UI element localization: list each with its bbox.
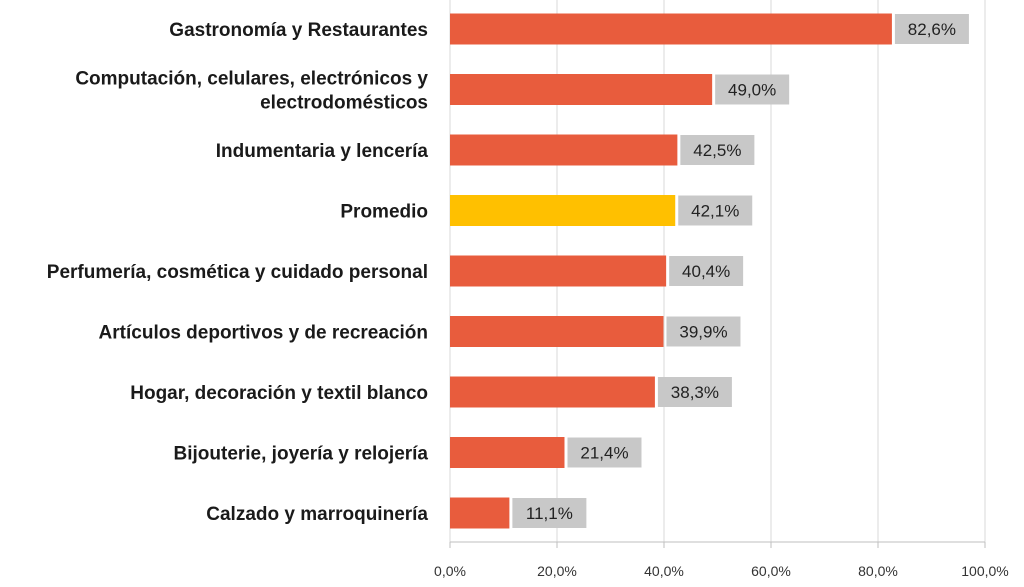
bar	[450, 13, 892, 45]
category-label: Perfumería, cosmética y cuidado personal	[47, 262, 428, 283]
bar	[450, 497, 510, 529]
category-label: Computación, celulares, electrónicos y el…	[75, 69, 428, 114]
data-label-box	[669, 256, 744, 286]
x-tick-label: 40,0%	[644, 563, 684, 579]
x-tick-label: 0,0%	[434, 563, 466, 579]
category-labels: Gastronomía y Restaurantes Computación, c…	[47, 20, 429, 525]
data-label: 39,9%	[679, 323, 727, 342]
x-tick-label: 100,0%	[961, 563, 1008, 579]
bar	[450, 376, 655, 408]
category-label: Indumentaria y lencería	[216, 141, 429, 162]
bar	[450, 316, 664, 347]
data-label-box	[657, 377, 732, 407]
category-label: Gastronomía y Restaurantes	[169, 20, 428, 41]
category-label: Hogar, decoración y textil blanco	[130, 383, 428, 404]
category-label: Bijouterie, joyería y relojería	[174, 444, 429, 465]
x-axis-ticks: 0,0% 20,0% 40,0% 60,0% 80,0% 100,0%	[434, 563, 1009, 579]
data-label-box	[512, 498, 587, 528]
data-label-box	[678, 195, 753, 226]
bar	[450, 437, 565, 468]
data-label: 38,3%	[671, 383, 719, 402]
x-tick-label: 20,0%	[537, 563, 577, 579]
data-labels: 82,6% 49,0% 42,5% 42,1% 40,4% 39,9% 38,3% 21,4%…	[512, 14, 969, 528]
bar	[450, 134, 678, 166]
category-label: Promedio	[340, 202, 428, 223]
data-label: 40,4%	[682, 262, 730, 281]
data-label-box	[567, 437, 642, 468]
bar-highlight	[450, 195, 676, 226]
bar	[450, 74, 713, 105]
data-label: 21,4%	[580, 444, 628, 463]
data-label: 42,5%	[693, 141, 741, 160]
data-label-box	[894, 14, 969, 44]
category-label: Calzado y marroquinería	[206, 504, 428, 525]
data-label-box	[715, 74, 790, 105]
data-label: 11,1%	[526, 504, 573, 523]
x-tick-label: 80,0%	[858, 563, 898, 579]
bar	[450, 255, 667, 287]
data-label: 42,1%	[691, 202, 739, 221]
data-label-box	[666, 316, 741, 347]
data-label: 49,0%	[728, 81, 776, 100]
category-label: Artículos deportivos y de recreación	[99, 323, 428, 344]
data-label: 82,6%	[908, 20, 956, 39]
x-tick-label: 60,0%	[751, 563, 791, 579]
bars	[450, 13, 892, 529]
data-label-box	[680, 135, 755, 165]
